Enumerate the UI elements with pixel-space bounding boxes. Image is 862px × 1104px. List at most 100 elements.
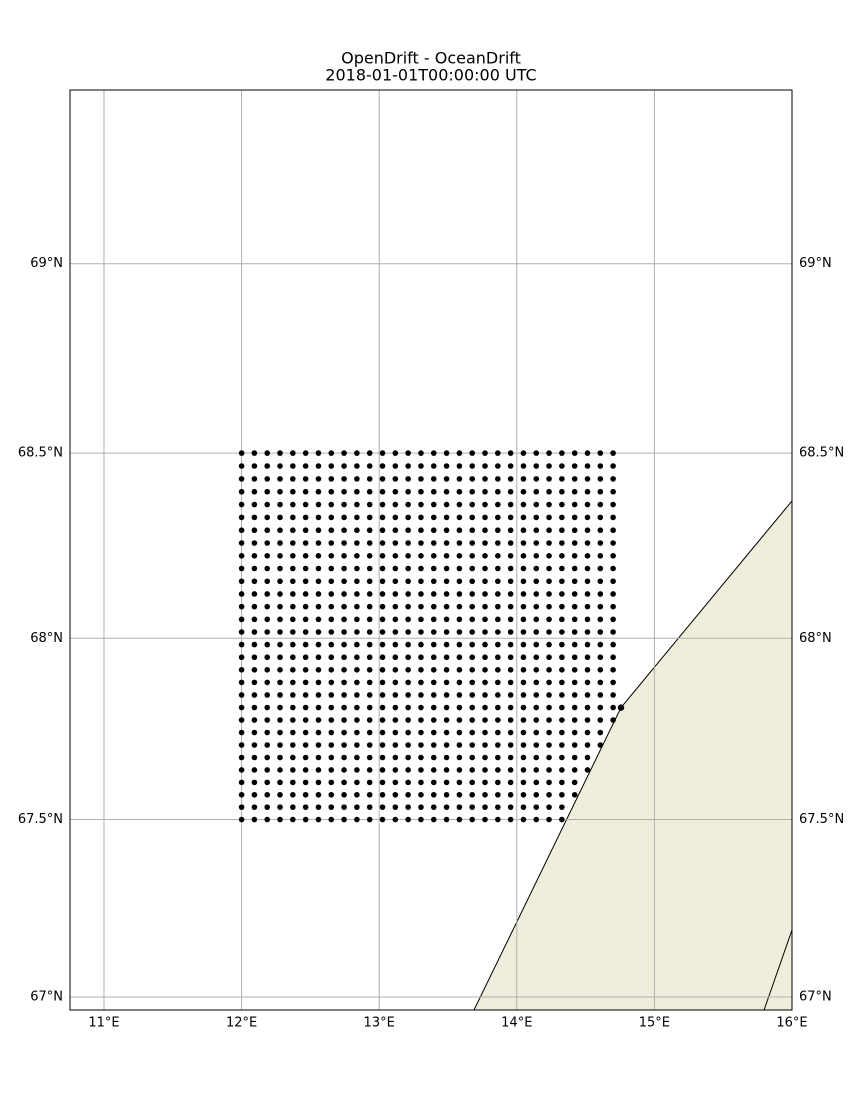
particle: [469, 476, 475, 482]
particle: [533, 816, 540, 823]
particle: [418, 791, 424, 798]
particle: [366, 654, 373, 661]
particle: [533, 450, 540, 456]
particle: [533, 463, 540, 469]
particle: [354, 667, 360, 673]
particle: [238, 804, 245, 810]
particle: [456, 754, 463, 761]
particle: [597, 476, 604, 482]
particle: [456, 501, 463, 508]
particle: [290, 754, 296, 761]
particle: [507, 816, 514, 823]
particle: [366, 514, 373, 521]
particle: [546, 552, 552, 559]
particle: [443, 476, 450, 482]
particle: [469, 591, 475, 597]
particle: [482, 476, 488, 482]
particle: [520, 476, 527, 482]
particle: [610, 679, 616, 686]
particle: [405, 629, 411, 635]
particle: [430, 742, 437, 748]
particle: [443, 501, 450, 508]
particle: [277, 514, 283, 521]
particle: [584, 704, 591, 711]
particle: [520, 591, 527, 597]
particle: [418, 578, 424, 585]
particle: [443, 641, 450, 648]
particle: [571, 488, 578, 495]
particle: [392, 779, 399, 786]
particle: [443, 742, 450, 748]
particle: [520, 816, 527, 823]
particle: [379, 667, 386, 673]
particle: [302, 816, 309, 823]
particle: [469, 704, 475, 711]
particle: [354, 501, 360, 508]
particle: [302, 692, 309, 698]
particle: [328, 488, 335, 495]
particle: [238, 667, 245, 673]
particle: [290, 527, 296, 534]
particle: [443, 540, 450, 546]
particle: [328, 779, 335, 786]
particle: [430, 717, 437, 723]
particle: [366, 742, 373, 748]
particle: [405, 616, 411, 623]
particle: [354, 527, 360, 534]
particle: [520, 692, 527, 698]
particle: [238, 754, 245, 761]
particle: [507, 667, 514, 673]
particle: [495, 791, 501, 798]
particle: [251, 704, 258, 711]
particle: [546, 729, 552, 736]
particle: [379, 616, 386, 623]
particle: [546, 679, 552, 686]
particle: [584, 754, 591, 761]
particle: [290, 804, 296, 810]
particle: [315, 616, 322, 623]
particle: [264, 804, 271, 810]
particle: [354, 463, 360, 469]
particle: [559, 488, 565, 495]
particle: [546, 742, 552, 748]
particle: [418, 629, 424, 635]
particle: [482, 591, 488, 597]
particle: [341, 729, 347, 736]
particle: [405, 488, 411, 495]
particle: [495, 603, 501, 610]
particle: [251, 729, 258, 736]
particle: [571, 565, 578, 572]
particle: [507, 654, 514, 661]
particle: [379, 816, 386, 823]
particle: [482, 488, 488, 495]
particle: [443, 463, 450, 469]
particle: [315, 578, 322, 585]
particle: [584, 514, 591, 521]
particle: [315, 704, 322, 711]
particle: [597, 463, 604, 469]
particle: [469, 450, 475, 456]
particle: [584, 578, 591, 585]
particle: [315, 629, 322, 635]
particle: [238, 816, 245, 823]
particle: [418, 603, 424, 610]
particle: [379, 641, 386, 648]
particle: [571, 742, 578, 748]
particle: [405, 540, 411, 546]
particle: [238, 679, 245, 686]
particle: [418, 514, 424, 521]
particle: [251, 540, 258, 546]
particle: [315, 540, 322, 546]
particle: [584, 629, 591, 635]
particle: [418, 767, 424, 773]
particle: [341, 692, 347, 698]
particle: [290, 692, 296, 698]
particle: [251, 679, 258, 686]
particle: [264, 654, 271, 661]
particle: [546, 816, 552, 823]
particle: [405, 501, 411, 508]
land: [474, 500, 792, 1010]
particle: [443, 767, 450, 773]
particle: [482, 540, 488, 546]
particle: [354, 791, 360, 798]
